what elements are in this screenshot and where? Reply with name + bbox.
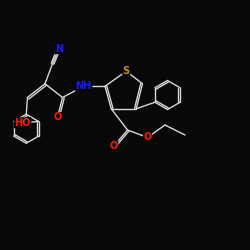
Text: N: N (55, 44, 63, 54)
Text: O: O (144, 132, 152, 142)
Text: O: O (110, 141, 118, 151)
Text: NH: NH (76, 81, 92, 91)
Text: S: S (123, 66, 130, 76)
Text: O: O (53, 112, 62, 122)
Text: HO: HO (14, 118, 31, 128)
